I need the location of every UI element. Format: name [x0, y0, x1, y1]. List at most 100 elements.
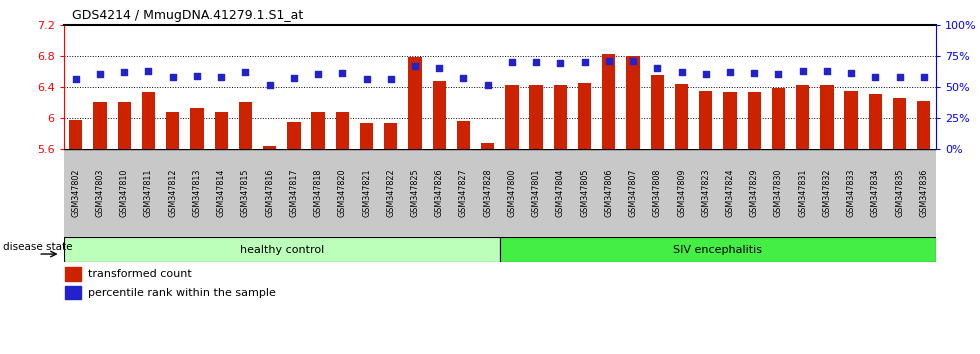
Point — [407, 63, 422, 68]
Bar — [64, 237, 500, 262]
Bar — [669, 149, 694, 237]
Bar — [185, 149, 209, 237]
Bar — [645, 149, 669, 237]
Point — [334, 70, 350, 76]
Bar — [112, 149, 136, 237]
Text: GSM347803: GSM347803 — [95, 169, 105, 217]
Bar — [215, 112, 227, 149]
Point — [601, 58, 616, 64]
Point — [92, 72, 108, 77]
Point — [286, 75, 302, 81]
Point — [553, 60, 568, 66]
Bar — [88, 149, 112, 237]
Text: GSM347807: GSM347807 — [628, 169, 638, 217]
Text: GSM347821: GSM347821 — [362, 169, 371, 217]
Bar — [717, 149, 742, 237]
Bar — [626, 56, 640, 149]
Bar — [281, 149, 306, 237]
Point — [214, 74, 229, 80]
Text: GSM347818: GSM347818 — [314, 169, 322, 217]
Bar — [796, 85, 809, 149]
Bar — [500, 237, 936, 262]
Point — [68, 76, 83, 82]
Bar — [742, 149, 766, 237]
Point — [141, 68, 157, 74]
Text: GSM347809: GSM347809 — [677, 169, 686, 217]
Bar — [233, 149, 258, 237]
Bar — [572, 149, 597, 237]
Text: GSM347816: GSM347816 — [266, 169, 274, 217]
Text: GSM347823: GSM347823 — [702, 169, 710, 217]
Text: GSM347830: GSM347830 — [774, 169, 783, 217]
Point — [747, 70, 762, 76]
Bar — [500, 149, 524, 237]
Bar — [839, 149, 863, 237]
Bar — [863, 149, 888, 237]
Bar — [694, 149, 717, 237]
Point — [528, 59, 544, 65]
Bar — [166, 112, 179, 149]
Point — [722, 69, 738, 75]
Point — [698, 72, 713, 77]
Bar — [675, 84, 688, 149]
Bar — [93, 102, 107, 149]
Bar — [258, 149, 281, 237]
Text: GSM347829: GSM347829 — [750, 169, 759, 217]
Point — [843, 70, 858, 76]
Bar — [845, 91, 858, 149]
Bar — [578, 83, 591, 149]
Point — [867, 74, 883, 80]
Bar — [66, 268, 81, 281]
Point — [650, 65, 665, 71]
Bar — [355, 149, 378, 237]
Text: GSM347824: GSM347824 — [725, 169, 734, 217]
Text: GSM347825: GSM347825 — [411, 169, 419, 217]
Point — [383, 76, 399, 82]
Bar — [239, 102, 252, 149]
Bar — [917, 101, 930, 149]
Text: GSM347826: GSM347826 — [435, 169, 444, 217]
Bar — [336, 112, 349, 149]
Point — [456, 75, 471, 81]
Text: SIV encephalitis: SIV encephalitis — [673, 245, 762, 255]
Text: GSM347835: GSM347835 — [895, 169, 905, 217]
Bar — [814, 149, 839, 237]
Text: GSM347831: GSM347831 — [798, 169, 808, 217]
Bar — [529, 85, 543, 149]
Text: healthy control: healthy control — [240, 245, 323, 255]
Point — [189, 73, 205, 79]
Bar — [772, 88, 785, 149]
Bar — [820, 85, 834, 149]
Bar — [287, 121, 301, 149]
Bar — [142, 92, 155, 149]
Text: GSM347822: GSM347822 — [386, 169, 395, 217]
Bar — [409, 57, 421, 149]
Bar — [457, 121, 470, 149]
Bar — [452, 149, 475, 237]
Point — [165, 74, 180, 80]
Bar — [312, 112, 324, 149]
Point — [359, 76, 374, 82]
Text: GSM347814: GSM347814 — [217, 169, 225, 217]
Bar — [602, 54, 615, 149]
Bar — [475, 149, 500, 237]
Text: GSM347836: GSM347836 — [919, 169, 928, 217]
Bar — [548, 149, 572, 237]
Text: GSM347808: GSM347808 — [653, 169, 662, 217]
Point — [673, 69, 689, 75]
Bar — [64, 149, 88, 237]
Bar — [766, 149, 791, 237]
Text: GSM347811: GSM347811 — [144, 169, 153, 217]
Text: GSM347806: GSM347806 — [605, 169, 613, 217]
Point — [480, 82, 496, 88]
Text: GSM347817: GSM347817 — [289, 169, 298, 217]
Bar — [263, 146, 276, 149]
Bar — [651, 75, 663, 149]
Bar — [432, 81, 446, 149]
Text: GSM347828: GSM347828 — [483, 169, 492, 217]
Bar — [597, 149, 621, 237]
Text: GSM347810: GSM347810 — [120, 169, 128, 217]
Text: GSM347827: GSM347827 — [459, 169, 468, 217]
Bar — [190, 108, 204, 149]
Text: disease state: disease state — [3, 241, 73, 252]
